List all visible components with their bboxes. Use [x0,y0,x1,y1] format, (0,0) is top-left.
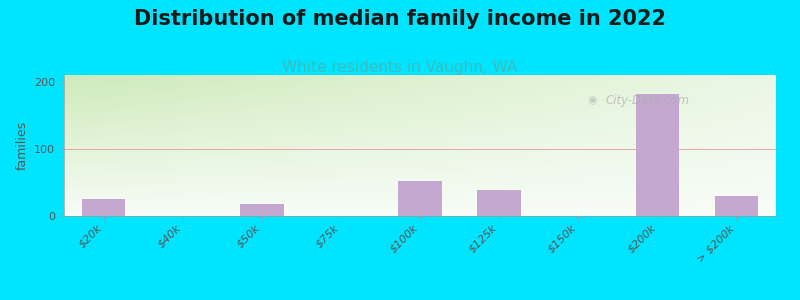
Text: Distribution of median family income in 2022: Distribution of median family income in … [134,9,666,29]
Bar [478,190,521,216]
Bar [398,181,442,216]
Text: White residents in Vaughn, WA: White residents in Vaughn, WA [282,60,518,75]
Bar [82,199,126,216]
Text: ◉: ◉ [587,95,597,105]
Text: City-Data.com: City-Data.com [605,94,690,107]
Y-axis label: families: families [15,121,28,170]
Bar [240,204,283,216]
Bar [714,196,758,216]
Bar [635,94,679,216]
